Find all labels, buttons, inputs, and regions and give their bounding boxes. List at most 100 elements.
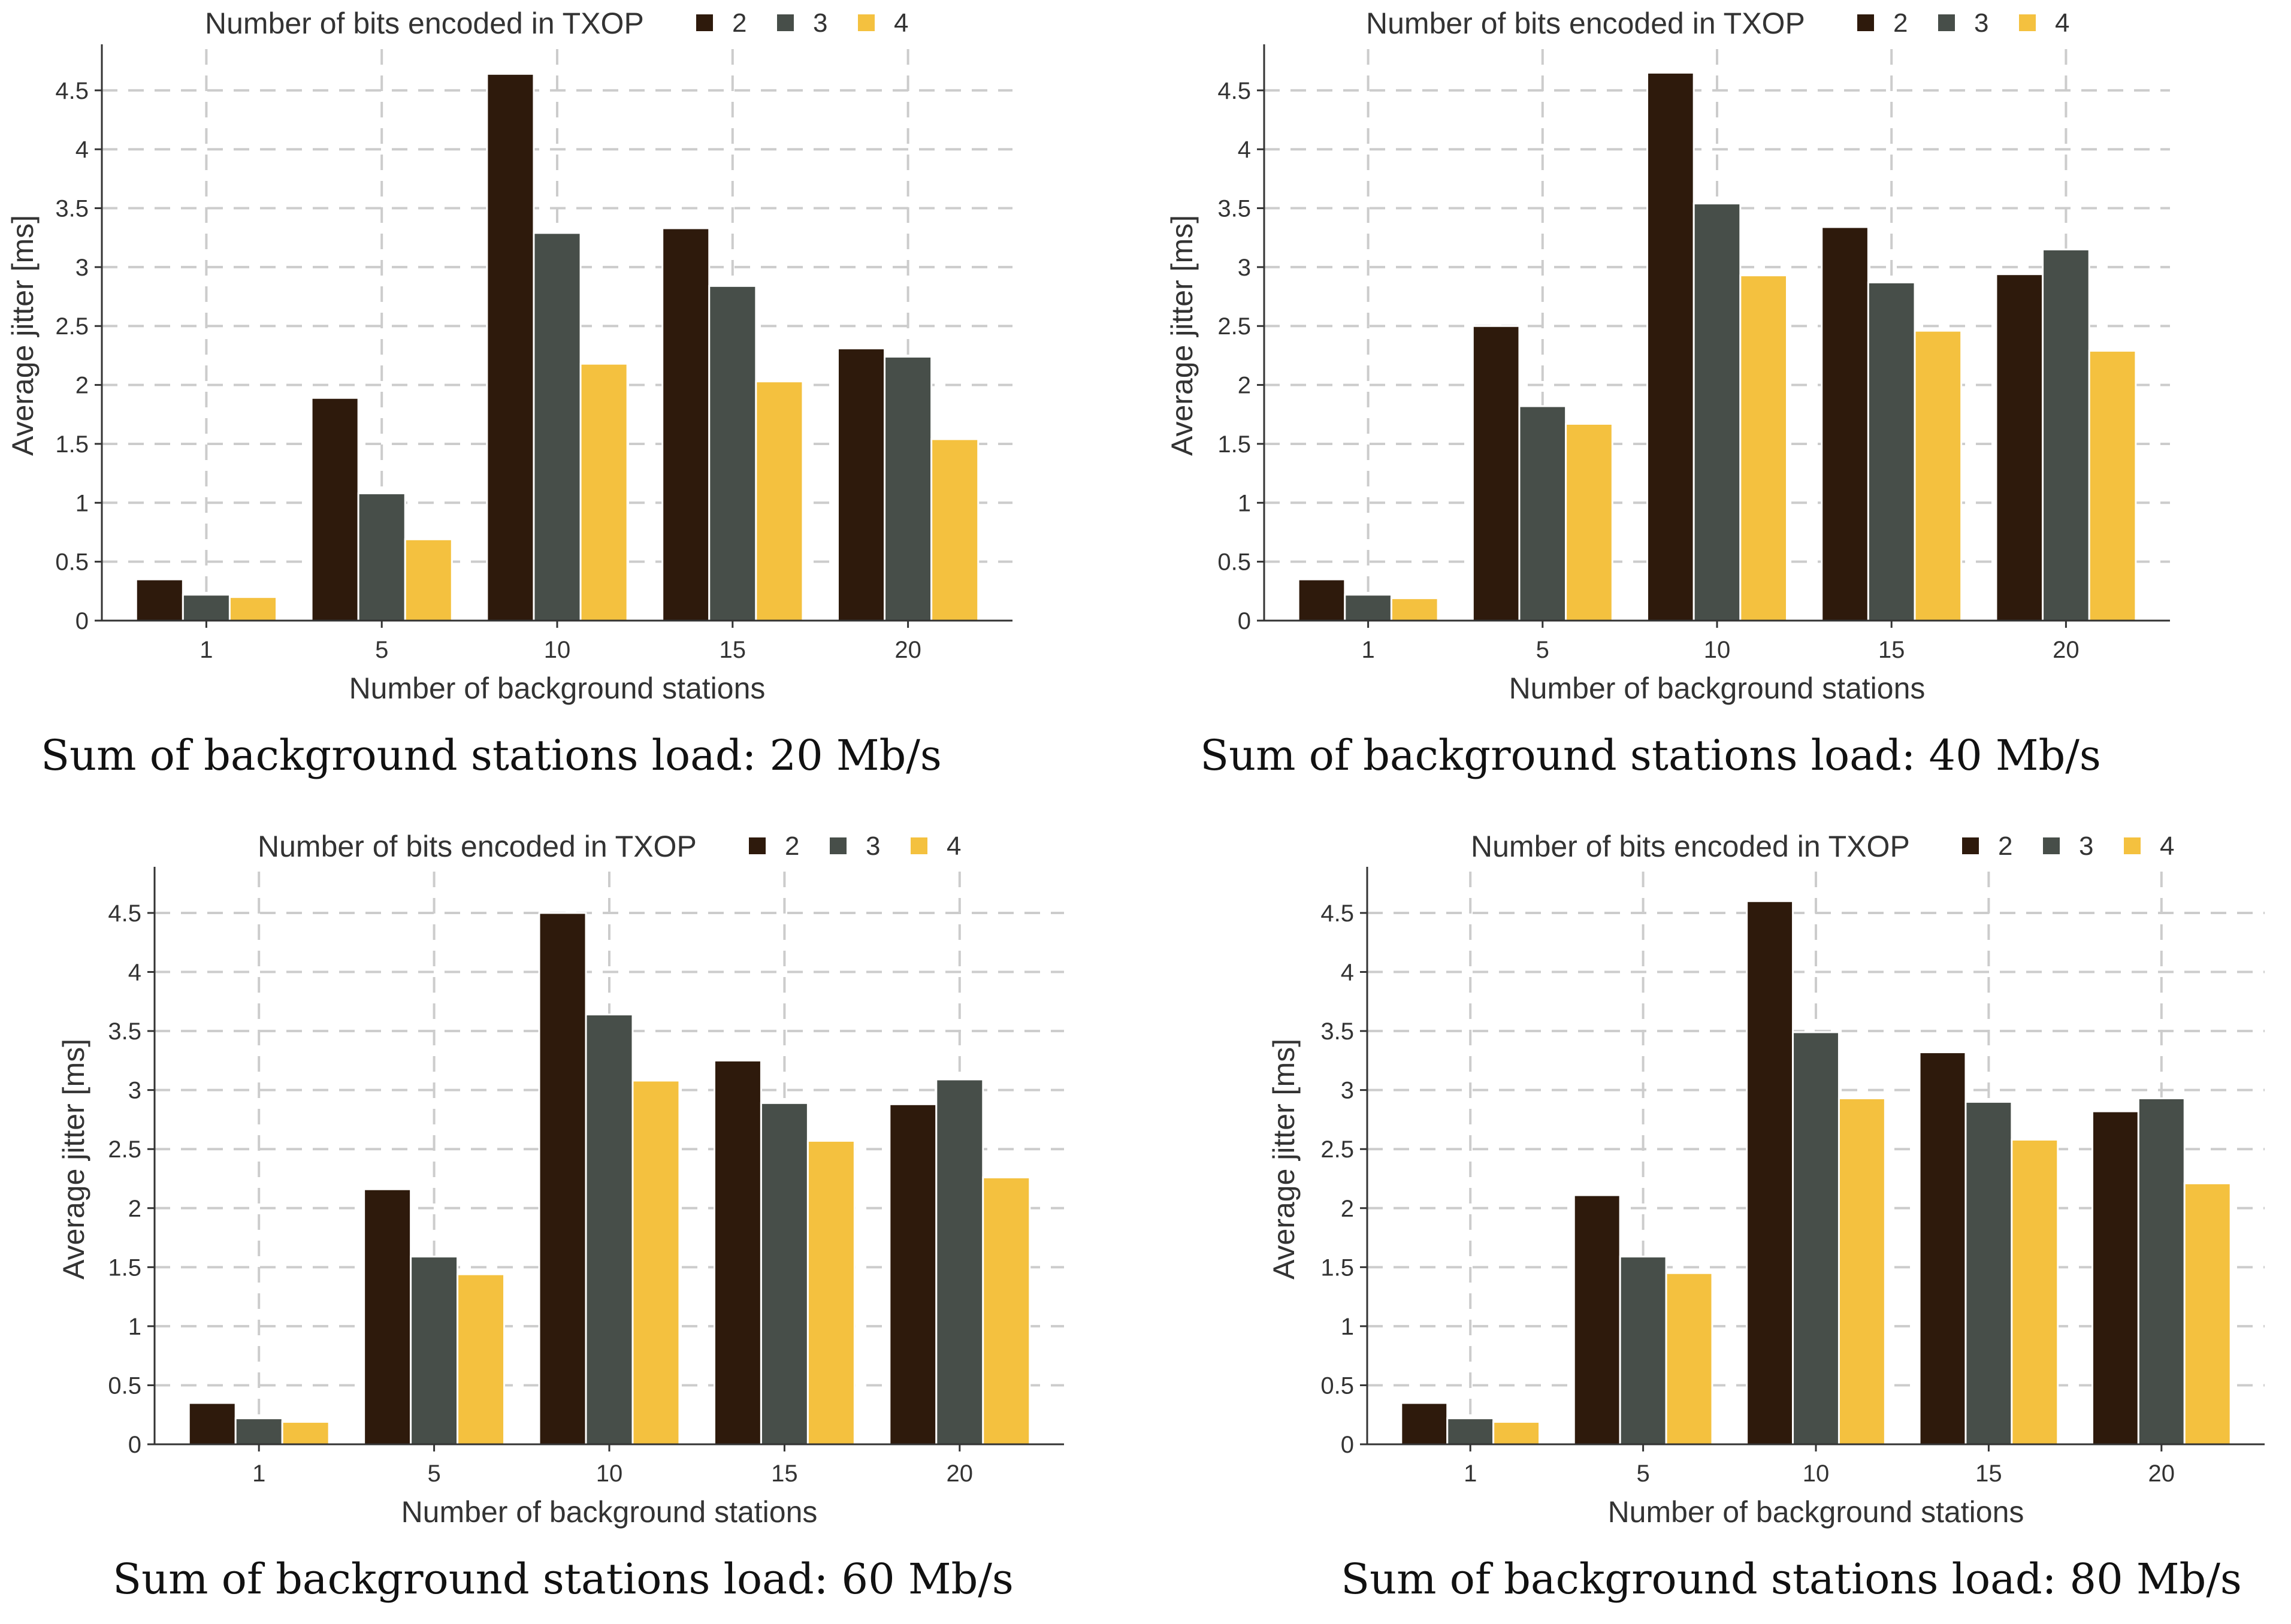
y-tick-label: 0.5 <box>1320 1372 1354 1399</box>
x-tick-label: 1 <box>252 1460 265 1487</box>
y-tick-label: 4.5 <box>1217 78 1251 104</box>
bar-series-4-cat-1 <box>1492 1421 1541 1445</box>
bar-series-2-cat-10 <box>1646 71 1695 622</box>
x-tick-label: 10 <box>596 1460 623 1487</box>
y-tick-label: 1.5 <box>108 1254 141 1281</box>
bar-series-4-cat-10 <box>1739 274 1788 622</box>
y-axis-label: Average jitter [ms] <box>1165 215 1199 456</box>
bar-series-3-cat-5 <box>1518 405 1567 622</box>
legend: Number of bits encoded in TXOP 2 3 4 <box>258 830 961 863</box>
legend-label-3: 3 <box>2079 831 2093 861</box>
bar-series-4-cat-1 <box>228 596 278 622</box>
legend-swatch-4 <box>858 14 875 31</box>
legend-label-2: 2 <box>1998 831 2012 861</box>
panel-caption: Sum of background stations load: 40 Mb/s <box>1200 731 2101 780</box>
bar-series-2-cat-5 <box>1573 1194 1621 1445</box>
bar-series-4-cat-20 <box>2183 1182 2232 1445</box>
y-tick-label: 2 <box>1341 1196 1354 1222</box>
y-tick-label: 3.5 <box>108 1018 141 1045</box>
bar-series-2-cat-15 <box>1821 226 1869 622</box>
y-tick-label: 2.5 <box>55 313 89 340</box>
bar-series-2-cat-20 <box>836 347 886 622</box>
x-tick-label: 5 <box>375 637 388 663</box>
y-tick-label: 1 <box>1341 1314 1354 1340</box>
legend-swatch-4 <box>2019 14 2036 31</box>
legend-swatch-3 <box>1938 14 1955 31</box>
y-tick-label: 4 <box>128 960 141 986</box>
bar-series-3-cat-10 <box>585 1014 634 1445</box>
y-tick-label: 0 <box>1341 1432 1354 1458</box>
x-tick-label: 5 <box>1636 1460 1649 1487</box>
bar-series-4-cat-15 <box>2011 1138 2059 1445</box>
bar-series-4-cat-15 <box>1914 329 1963 622</box>
x-tick-label: 10 <box>544 637 571 663</box>
y-tick-label: 2 <box>128 1196 141 1222</box>
y-tick-label: 1 <box>75 490 89 516</box>
x-tick-label: 1 <box>1361 637 1374 663</box>
x-axis-label: Number of background stations <box>1608 1495 2024 1529</box>
bar-series-2-cat-1 <box>135 578 184 622</box>
legend-label-3: 3 <box>866 831 880 861</box>
x-axis-label: Number of background stations <box>1509 672 1926 705</box>
legend: Number of bits encoded in TXOP 2 3 4 <box>205 7 908 40</box>
y-tick-label: 3 <box>75 255 89 281</box>
x-tick-label: 15 <box>1878 637 1905 663</box>
bar-series-3-cat-15 <box>760 1102 809 1445</box>
y-tick-label: 0.5 <box>1217 549 1251 576</box>
legend-swatch-4 <box>2124 837 2141 854</box>
bar-series-3-cat-20 <box>884 355 933 622</box>
x-tick-label: 10 <box>1803 1460 1830 1487</box>
bar-series-2-cat-20 <box>888 1103 938 1445</box>
y-tick-label: 0 <box>1238 608 1251 634</box>
x-tick-label: 5 <box>1536 637 1549 663</box>
x-tick-label: 20 <box>894 637 921 663</box>
legend-swatch-2 <box>1962 837 1979 854</box>
bar-series-4-cat-20 <box>930 438 980 622</box>
bar-series-3-cat-10 <box>533 232 582 622</box>
bar-series-3-cat-15 <box>1964 1100 2013 1445</box>
y-tick-label: 2 <box>1238 373 1251 399</box>
bar-series-3-cat-20 <box>2137 1097 2186 1445</box>
bar-series-3-cat-15 <box>1867 281 1916 622</box>
legend-label-2: 2 <box>1893 8 1908 38</box>
legend: Number of bits encoded in TXOP 2 3 4 <box>1471 830 2174 863</box>
x-tick-label: 20 <box>2148 1460 2175 1487</box>
x-tick-label: 15 <box>771 1460 798 1487</box>
y-tick-label: 4 <box>75 137 89 163</box>
y-tick-label: 4 <box>1341 960 1354 986</box>
bar-series-3-cat-1 <box>182 594 231 622</box>
legend-label-4: 4 <box>2055 8 2069 38</box>
legend-label-2: 2 <box>732 8 746 38</box>
y-tick-label: 2 <box>75 373 89 399</box>
bar-series-4-cat-20 <box>982 1177 1031 1445</box>
bar-series-2-cat-5 <box>1471 325 1521 622</box>
y-tick-label: 3.5 <box>1217 196 1251 222</box>
bar-series-2-cat-10 <box>1746 900 1794 1445</box>
x-tick-label: 10 <box>1704 637 1731 663</box>
y-tick-label: 3 <box>128 1078 141 1104</box>
bar-series-3-cat-5 <box>1619 1256 1667 1445</box>
bar-series-2-cat-20 <box>1995 273 2044 622</box>
panel-caption: Sum of background stations load: 60 Mb/s <box>113 1555 1014 1604</box>
bar-series-4-cat-5 <box>1665 1272 1713 1445</box>
x-axis-label: Number of background stations <box>401 1495 818 1529</box>
y-tick-label: 1.5 <box>1217 431 1251 458</box>
y-tick-label: 2.5 <box>1217 313 1251 340</box>
legend-swatch-3 <box>777 14 794 31</box>
bar-series-3-cat-5 <box>357 492 406 622</box>
legend-swatch-3 <box>830 837 847 854</box>
y-tick-label: 3 <box>1341 1078 1354 1104</box>
y-tick-label: 0.5 <box>55 549 89 576</box>
legend-label-3: 3 <box>1974 8 1988 38</box>
y-axis-label: Average jitter [ms] <box>57 1039 90 1280</box>
legend-label-4: 4 <box>2160 831 2174 861</box>
y-tick-label: 4 <box>1238 137 1251 163</box>
bar-series-3-cat-20 <box>2042 248 2090 622</box>
bar-series-4-cat-15 <box>806 1139 856 1445</box>
bar-series-3-cat-1 <box>1344 594 1392 622</box>
y-tick-label: 4.5 <box>108 900 141 927</box>
